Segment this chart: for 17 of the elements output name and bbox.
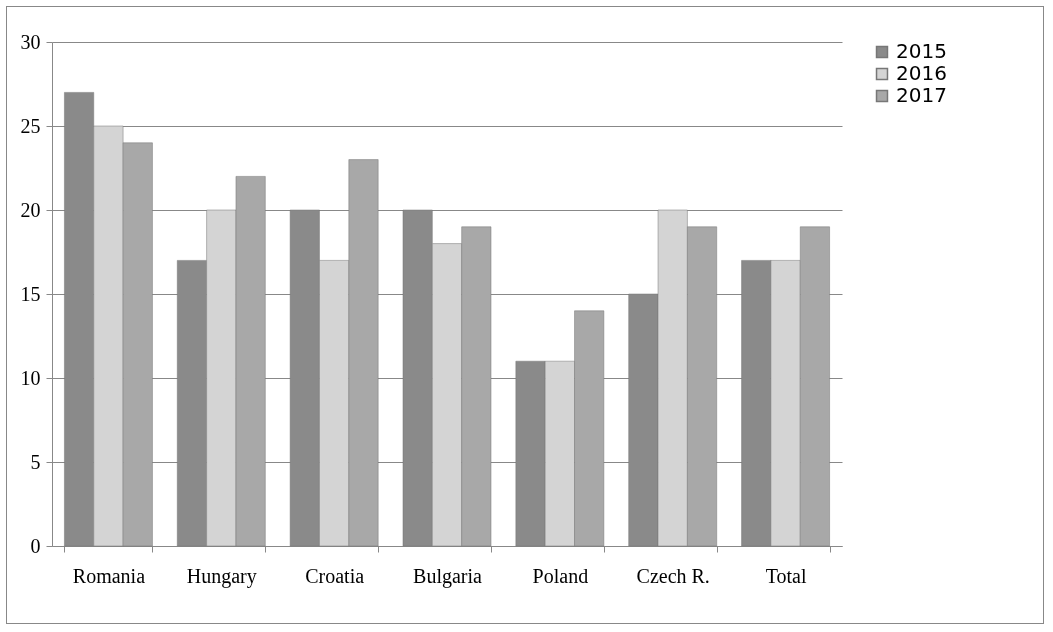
y-tick-label: 25	[20, 114, 41, 137]
x-tick-label: Bulgaria	[413, 564, 483, 588]
x-tick-label: Poland	[532, 564, 589, 587]
x-tick-label: Croatia	[305, 564, 365, 587]
y-tick-label: 15	[20, 282, 41, 305]
y-tick-label: 20	[20, 198, 41, 221]
legend-label: 2015	[896, 39, 947, 63]
legend-label: 2017	[896, 83, 947, 107]
y-tick-label: 0	[30, 534, 41, 557]
x-tick-label: Hungary	[186, 564, 257, 588]
x-tick-label: Romania	[72, 564, 146, 587]
x-tick-label: Total	[765, 564, 807, 587]
legend-label: 2016	[896, 61, 947, 85]
y-tick-label: 10	[20, 366, 41, 389]
y-tick-label: 5	[30, 450, 41, 473]
x-tick-label: Czech R.	[636, 564, 710, 587]
y-tick-label: 30	[20, 30, 41, 53]
